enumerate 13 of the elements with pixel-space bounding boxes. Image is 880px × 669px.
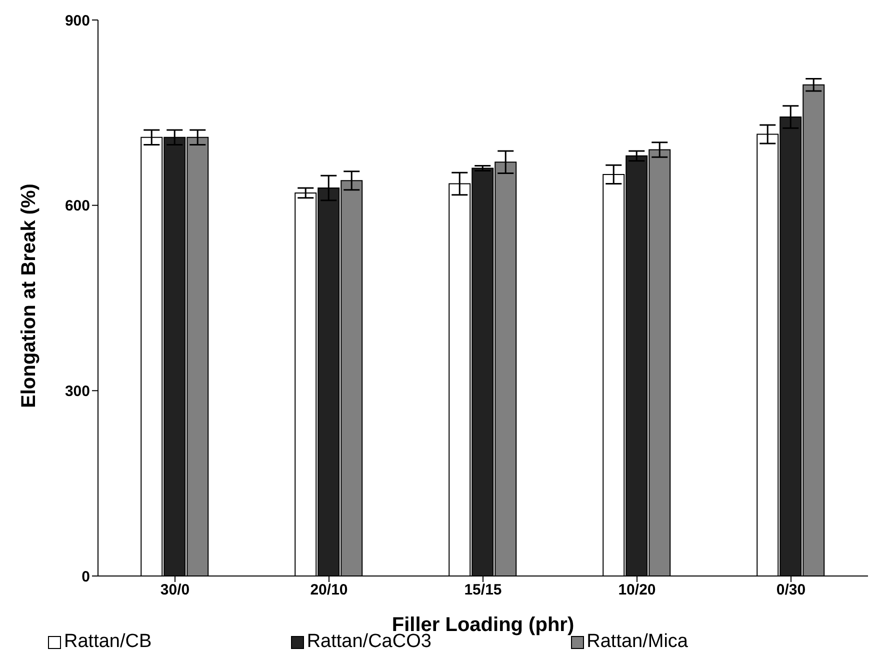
legend-label: Rattan/CB bbox=[64, 631, 152, 653]
x-tick-label: 20/10 bbox=[310, 582, 348, 599]
y-tick-label: 300 bbox=[64, 382, 90, 400]
x-tick-label: 0/30 bbox=[776, 582, 806, 599]
y-tick-label: 600 bbox=[64, 198, 90, 215]
x-tick-label: 15/15 bbox=[464, 582, 502, 599]
y-tick-label: 0 bbox=[82, 568, 90, 586]
y-tick-label: 900 bbox=[64, 12, 90, 30]
legend-label: Rattan/CaCO3 bbox=[306, 631, 432, 653]
x-tick-label: 30/0 bbox=[160, 582, 190, 599]
y-axis-title: Elongation at Break (%) bbox=[18, 184, 40, 408]
x-tick-label: 10/20 bbox=[618, 582, 656, 599]
legend-label: Rattan/Mica bbox=[586, 631, 688, 653]
